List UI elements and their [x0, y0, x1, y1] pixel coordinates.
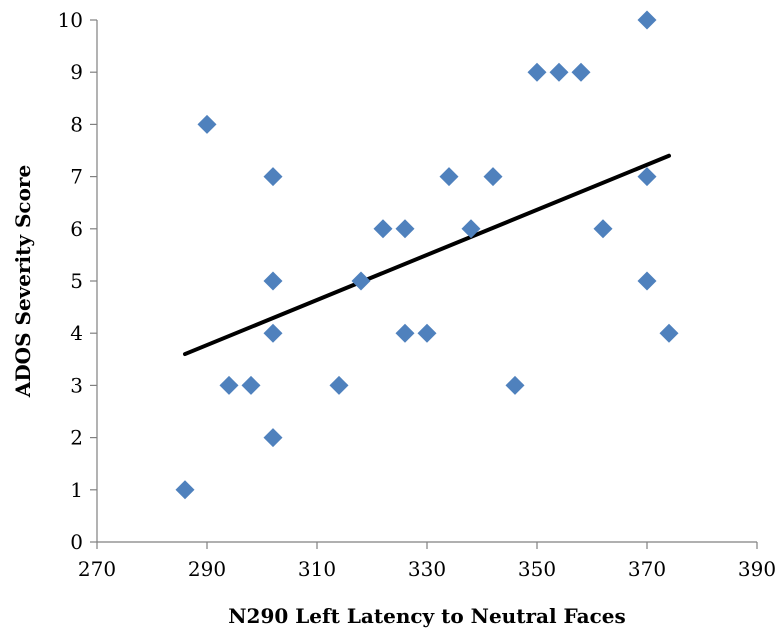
y-tick-label: 10 — [58, 8, 83, 32]
x-tick-label: 350 — [518, 557, 556, 581]
y-tick-label: 8 — [70, 112, 83, 136]
y-tick-label: 5 — [70, 269, 83, 293]
x-tick-label: 370 — [628, 557, 666, 581]
data-point — [351, 271, 371, 291]
data-point — [593, 219, 613, 239]
data-point — [637, 271, 657, 291]
data-point — [637, 167, 657, 187]
data-point — [637, 10, 657, 30]
data-point — [197, 114, 217, 134]
y-ticks: 0 1 2 3 4 5 6 7 8 9 10 — [58, 8, 97, 554]
data-point — [461, 219, 481, 239]
trendline — [183, 153, 671, 357]
y-tick-label: 0 — [70, 530, 83, 554]
x-axis-title: N290 Left Latency to Neutral Faces — [228, 604, 625, 628]
trendline-layer — [183, 153, 671, 357]
x-tick-label: 330 — [408, 557, 446, 581]
data-point — [527, 62, 547, 82]
data-point — [219, 375, 239, 395]
data-point — [505, 375, 525, 395]
data-point — [329, 375, 349, 395]
data-point — [263, 271, 283, 291]
data-point — [659, 323, 679, 343]
x-ticks: 270 290 310 330 350 370 390 — [78, 542, 776, 581]
data-points — [175, 10, 679, 500]
data-point — [417, 323, 437, 343]
data-point — [263, 323, 283, 343]
y-tick-label: 9 — [70, 60, 83, 84]
data-point — [241, 375, 261, 395]
y-tick-label: 4 — [70, 321, 83, 345]
data-point — [175, 480, 195, 500]
data-point — [263, 167, 283, 187]
data-point — [395, 323, 415, 343]
x-tick-label: 310 — [298, 557, 336, 581]
data-point — [571, 62, 591, 82]
data-point — [373, 219, 393, 239]
y-tick-label: 3 — [70, 373, 83, 397]
y-axis-title: ADOS Severity Score — [11, 165, 35, 398]
data-point — [439, 167, 459, 187]
y-tick-label: 7 — [70, 165, 83, 189]
y-tick-label: 6 — [70, 217, 83, 241]
y-tick-label: 1 — [70, 478, 83, 502]
data-point — [549, 62, 569, 82]
data-point — [395, 219, 415, 239]
axes — [96, 20, 757, 543]
x-tick-label: 390 — [738, 557, 776, 581]
data-point — [263, 428, 283, 448]
y-tick-label: 2 — [70, 426, 83, 450]
data-point — [483, 167, 503, 187]
x-tick-label: 270 — [78, 557, 116, 581]
x-tick-label: 290 — [188, 557, 226, 581]
